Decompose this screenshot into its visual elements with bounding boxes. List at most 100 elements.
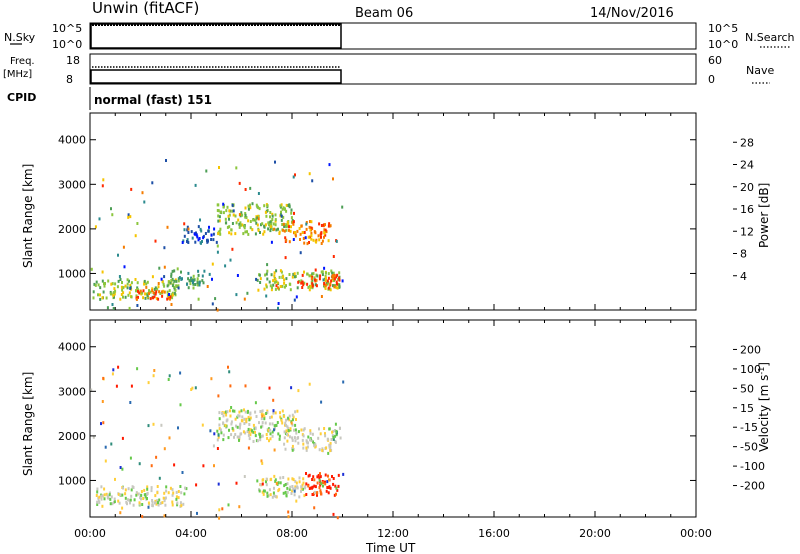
power-cell (311, 286, 314, 290)
power-cell (234, 232, 237, 236)
velocity-cell (291, 438, 294, 442)
power-cell (295, 295, 298, 299)
nsky-data-box (90, 23, 342, 49)
power-cell (281, 223, 284, 226)
velocity-cell (279, 481, 282, 485)
power-cell (165, 159, 167, 162)
power-cell (336, 273, 339, 277)
power-cell (249, 203, 251, 207)
power-cell (155, 290, 158, 294)
velocity-cell (335, 433, 338, 437)
velocity-cell (127, 487, 130, 491)
power-cell (197, 297, 200, 301)
date-title: 14/Nov/2016 (590, 6, 674, 21)
power-cell (244, 188, 247, 191)
power-cell (279, 285, 282, 288)
power-cell (299, 232, 302, 236)
velocity-cell (311, 485, 314, 489)
velocity-cell (269, 493, 272, 497)
velocity-cell (278, 487, 281, 491)
power-cell (267, 221, 270, 225)
cbar-tick-label: 15 (740, 402, 754, 415)
velocity-cell (272, 409, 275, 413)
velocity-cell (287, 426, 290, 430)
velocity-cell (294, 428, 297, 432)
power-cell (243, 224, 245, 228)
power-cell (303, 270, 305, 274)
freq-data-box (90, 69, 342, 84)
velocity-cell (323, 427, 326, 430)
power-cell (302, 283, 305, 287)
velocity-cell (165, 489, 168, 493)
velocity-cell (300, 428, 303, 432)
power-cell (99, 297, 102, 301)
power-cell (319, 232, 322, 236)
power-cell (306, 242, 309, 246)
power-cell (335, 239, 338, 243)
velocity-cell (240, 432, 243, 436)
velocity-cell (119, 511, 122, 515)
power-cell (176, 267, 179, 271)
power-cell (170, 303, 173, 306)
velocity-cell (263, 415, 266, 419)
velocity-cell (254, 410, 257, 414)
velocity-cell (302, 434, 305, 438)
power-cell (135, 289, 137, 293)
velocity-cell (297, 389, 300, 393)
power-cell (325, 283, 328, 287)
power-cell (301, 273, 304, 277)
velocity-cell (328, 478, 330, 482)
power-cell (228, 231, 231, 235)
velocity-cell (275, 482, 278, 485)
power-cell (218, 219, 221, 223)
velocity-cell (236, 435, 239, 439)
power-cell (254, 219, 257, 223)
velocity-cell (122, 486, 124, 490)
velocity-cell (272, 491, 275, 495)
power-cell (293, 211, 295, 215)
power-cell (324, 233, 327, 237)
power-cell (156, 287, 159, 291)
velocity-cell (95, 494, 98, 497)
velocity-cell (278, 434, 281, 438)
power-cell (216, 250, 219, 254)
velocity-cell (336, 516, 339, 520)
power-cell (244, 206, 247, 210)
power-cell (247, 207, 250, 211)
power-cell (94, 225, 97, 229)
power-cell (146, 280, 149, 284)
velocity-cell (284, 423, 286, 427)
power-cell (136, 281, 139, 285)
power-cell (229, 258, 232, 262)
velocity-cell (138, 501, 141, 505)
power-cell (212, 238, 215, 242)
cbar-tick-label: -100 (740, 460, 765, 473)
velocity-cell (141, 503, 144, 506)
power-cell (287, 222, 290, 226)
power-cell (294, 231, 297, 234)
velocity-cell (179, 485, 182, 488)
velocity-cell (218, 423, 221, 427)
velocity-cell (171, 500, 174, 504)
power-cell (167, 280, 170, 284)
power-cell (311, 282, 314, 286)
velocity-cell (225, 413, 228, 417)
velocity-cell (261, 461, 264, 465)
power-cell (304, 236, 307, 240)
power-cell (141, 191, 144, 195)
velocity-cell (113, 500, 116, 504)
power-cell (137, 295, 139, 299)
power-cell (265, 294, 268, 298)
power-cell (246, 291, 249, 295)
velocity-cell (324, 473, 327, 477)
velocity-cell (221, 412, 224, 415)
ytick-label: 3000 (58, 385, 86, 398)
velocity-cell (218, 508, 221, 512)
velocity-cell (286, 486, 289, 490)
cpid-label: CPID (7, 91, 36, 104)
velocity-cell (150, 464, 153, 468)
power-cell (308, 288, 311, 292)
velocity-cell (194, 386, 197, 390)
power-cell (270, 288, 273, 292)
velocity-cell (160, 423, 163, 427)
